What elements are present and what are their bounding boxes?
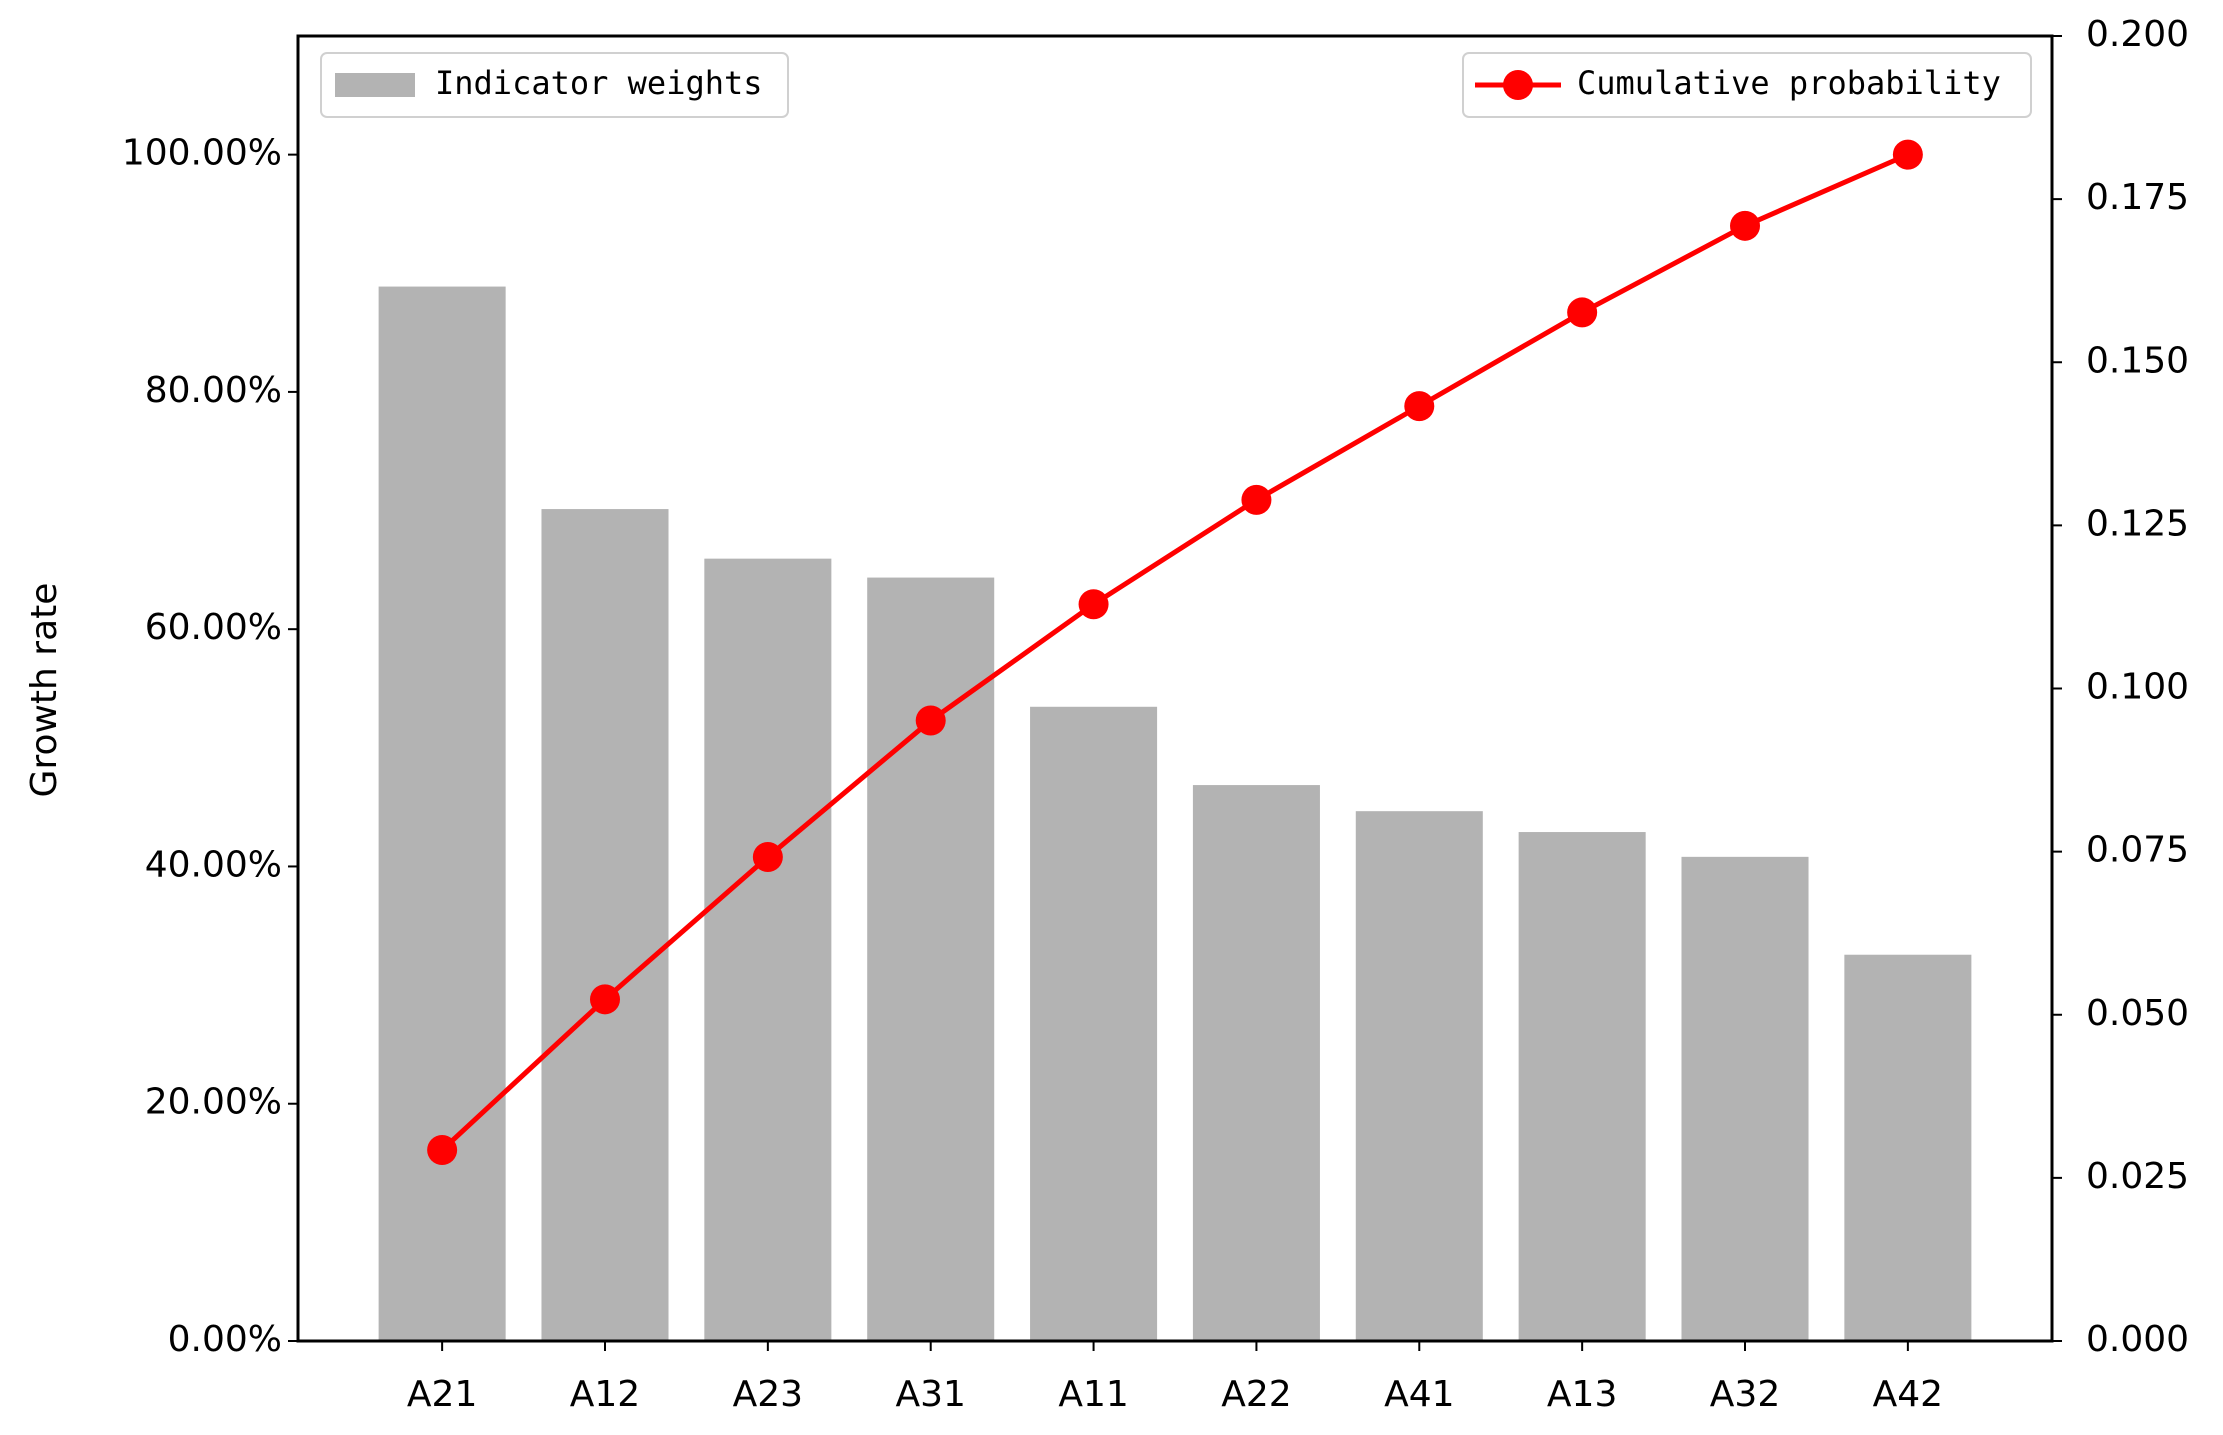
- bar: [1844, 954, 1972, 1341]
- y-axis-label: Growth rate: [24, 583, 65, 798]
- marker: [1404, 391, 1435, 422]
- y-tick-label: 100.00%: [122, 133, 282, 174]
- y-tick-label: 40.00%: [145, 844, 282, 885]
- y2-tick-label: 0.025: [2086, 1156, 2189, 1197]
- x-tick-label: A23: [733, 1374, 803, 1415]
- y-tick-label: 20.00%: [145, 1082, 282, 1123]
- legend-marker: [1503, 70, 1533, 100]
- marker: [752, 841, 783, 872]
- x-tick-label: A13: [1547, 1374, 1617, 1415]
- y2-tick-label: 0.125: [2086, 503, 2189, 544]
- x-tick-label: A41: [1384, 1374, 1454, 1415]
- x-tick-label: A22: [1221, 1374, 1291, 1415]
- marker: [589, 984, 620, 1015]
- x-tick-label: A11: [1058, 1374, 1128, 1415]
- y-tick-label: 80.00%: [145, 370, 282, 411]
- legend-label: Indicator weights: [435, 64, 763, 102]
- marker: [1241, 484, 1272, 515]
- bar: [1192, 785, 1320, 1341]
- marker: [427, 1134, 458, 1165]
- y2-tick-label: 0.175: [2086, 177, 2189, 218]
- legend-box: [320, 52, 789, 118]
- x-tick-label: A42: [1873, 1374, 1943, 1415]
- legend-box: [1462, 52, 2032, 118]
- marker: [1078, 589, 1109, 620]
- bar: [704, 558, 832, 1341]
- y2-tick-label: 0.150: [2086, 340, 2189, 381]
- legend-swatch: [335, 73, 415, 97]
- y-tick-label: 60.00%: [145, 607, 282, 648]
- bar: [1355, 811, 1483, 1341]
- y2-tick-label: 0.050: [2086, 993, 2189, 1034]
- marker: [915, 705, 946, 736]
- bar: [541, 509, 669, 1341]
- bar: [867, 577, 995, 1341]
- x-tick-label: A32: [1710, 1374, 1780, 1415]
- marker: [1567, 297, 1598, 328]
- y2-tick-label: 0.000: [2086, 1319, 2189, 1360]
- line: [440, 152, 1909, 1152]
- legend-label: Cumulative probability: [1577, 64, 2001, 102]
- bar: [378, 286, 506, 1341]
- x-tick-label: A21: [407, 1374, 477, 1415]
- marker: [1892, 139, 1923, 170]
- y2-tick-label: 0.100: [2086, 667, 2189, 708]
- x-tick-label: A31: [895, 1374, 965, 1415]
- bar: [1518, 832, 1646, 1341]
- bar: [1030, 706, 1158, 1341]
- y2-tick-label: 0.200: [2086, 14, 2189, 55]
- y-tick-label: 0.00%: [168, 1319, 282, 1360]
- bar: [1681, 856, 1809, 1341]
- x-tick-label: A12: [570, 1374, 640, 1415]
- y2-tick-label: 0.075: [2086, 830, 2189, 871]
- marker: [1730, 210, 1761, 241]
